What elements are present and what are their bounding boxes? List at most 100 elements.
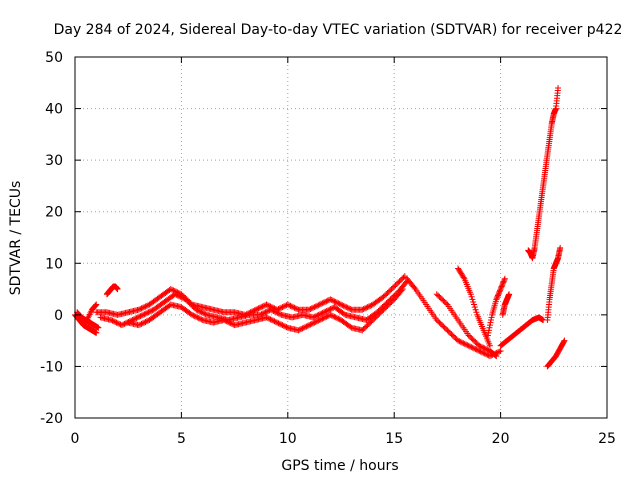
data-point <box>320 299 327 306</box>
data-point <box>177 293 184 300</box>
data-point <box>260 302 267 309</box>
data-point <box>469 296 476 303</box>
data-point <box>400 274 407 281</box>
data-point <box>484 351 491 358</box>
data-point <box>306 306 313 313</box>
series-group <box>72 301 102 336</box>
data-point <box>190 304 197 311</box>
data-point <box>314 312 321 319</box>
data-point <box>461 340 468 347</box>
data-point <box>291 304 298 311</box>
data-point <box>314 318 321 325</box>
data-point <box>265 307 272 314</box>
data-point <box>347 306 354 313</box>
data-point <box>452 335 459 342</box>
data-point <box>341 303 348 310</box>
data-point <box>262 309 269 316</box>
data-point <box>469 336 476 343</box>
data-point <box>396 278 403 285</box>
data-point <box>114 320 121 327</box>
data-point <box>330 297 337 304</box>
data-point <box>494 293 501 300</box>
data-point <box>387 300 394 307</box>
data-point <box>367 302 374 309</box>
data-point <box>304 322 311 329</box>
data-point <box>310 320 317 327</box>
data-point <box>263 308 270 315</box>
data-point <box>460 274 467 281</box>
data-point <box>270 317 277 324</box>
data-point <box>314 302 321 309</box>
data-point <box>193 313 200 320</box>
data-point <box>361 305 368 312</box>
data-point <box>290 304 297 311</box>
data-point <box>273 309 280 316</box>
data-point <box>278 321 285 328</box>
data-point <box>498 283 505 290</box>
data-point <box>191 313 198 320</box>
data-point <box>327 311 334 318</box>
data-point <box>501 275 508 282</box>
data-point <box>347 323 354 330</box>
data-point <box>380 293 387 300</box>
data-point <box>330 313 337 320</box>
data-point <box>143 318 150 325</box>
data-point <box>182 296 189 303</box>
data-point <box>169 286 176 293</box>
data-point <box>256 304 263 311</box>
data-point <box>92 302 99 309</box>
data-point <box>315 317 322 324</box>
data-point <box>133 315 140 322</box>
data-point <box>470 298 477 305</box>
data-point <box>340 302 347 309</box>
data-point <box>298 326 305 333</box>
data-point <box>440 323 447 330</box>
data-point <box>499 280 506 287</box>
data-point <box>141 311 148 318</box>
data-point <box>497 286 504 293</box>
data-point <box>481 345 488 352</box>
data-point <box>433 291 440 298</box>
data-point <box>557 244 564 251</box>
data-point <box>312 303 319 310</box>
data-point <box>363 304 370 311</box>
y-axis-title: SDTVAR / TECUs <box>8 181 24 296</box>
data-point <box>286 302 293 309</box>
data-point <box>268 317 275 324</box>
data-point <box>183 297 190 304</box>
data-point <box>345 305 352 312</box>
x-tick-label: 25 <box>598 431 616 447</box>
data-point <box>194 307 201 314</box>
series-group <box>497 314 547 349</box>
chart-title: Day 284 of 2024, Sidereal Day-to-day VTE… <box>54 22 623 38</box>
data-point <box>387 287 394 294</box>
data-point <box>388 298 395 305</box>
y-tick-label: 50 <box>45 50 63 66</box>
data-point <box>224 318 231 325</box>
data-point <box>477 348 484 355</box>
data-point <box>375 311 382 318</box>
data-point <box>307 321 314 328</box>
data-point <box>555 84 562 91</box>
data-point <box>336 300 343 307</box>
data-point <box>319 300 326 307</box>
data-point <box>296 326 303 333</box>
data-point <box>141 304 148 311</box>
data-point <box>113 319 120 326</box>
series-group <box>455 265 493 349</box>
data-point <box>486 324 493 331</box>
data-point <box>259 303 266 310</box>
data-point <box>135 322 142 329</box>
data-point <box>399 286 406 293</box>
data-point <box>137 321 144 328</box>
data-point <box>294 306 301 313</box>
data-point <box>197 315 204 322</box>
data-point <box>202 311 209 318</box>
data-point <box>271 318 278 325</box>
data-point <box>368 318 375 325</box>
data-point <box>258 304 265 311</box>
data-point <box>478 349 485 356</box>
data-point <box>139 320 146 327</box>
data-point <box>299 325 306 332</box>
